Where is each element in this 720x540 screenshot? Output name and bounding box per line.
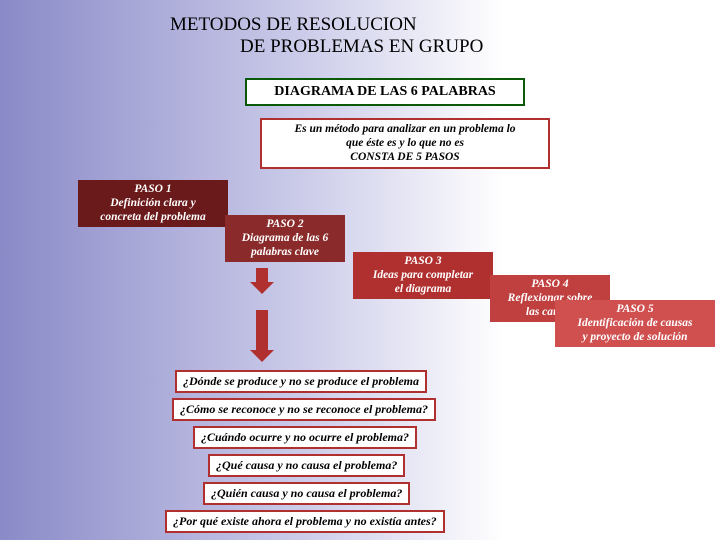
question-box-4: ¿Qué causa y no causa el problema? bbox=[208, 454, 405, 477]
desc-line3: CONSTA DE 5 PASOS bbox=[350, 151, 459, 163]
question-box-6: ¿Por qué existe ahora el problema y no e… bbox=[165, 510, 445, 533]
description-box: Es un método para analizar en un problem… bbox=[260, 118, 550, 169]
step-text: Ideas para completar bbox=[373, 269, 473, 281]
title-line2: DE PROBLEMAS EN GRUPO bbox=[240, 36, 483, 58]
step-num: PASO 5 bbox=[616, 303, 653, 315]
step-3: PASO 3 Ideas para completar el diagrama bbox=[353, 252, 493, 299]
step-text: Definición clara y bbox=[110, 197, 196, 209]
desc-line2: que éste es y lo que no es bbox=[346, 137, 464, 149]
step-1: PASO 1 Definición clara y concreta del p… bbox=[78, 180, 228, 227]
step-text: y proyecto de solución bbox=[582, 331, 687, 343]
question-box-5: ¿Quién causa y no causa el problema? bbox=[203, 482, 410, 505]
step-text: Identificación de causas bbox=[578, 317, 693, 329]
step-num: PASO 4 bbox=[531, 278, 568, 290]
step-text: concreta del problema bbox=[100, 211, 205, 223]
step-num: PASO 1 bbox=[134, 183, 171, 195]
question-box-2: ¿Cómo se reconoce y no se reconoce el pr… bbox=[172, 398, 436, 421]
step-5: PASO 5 Identificación de causas y proyec… bbox=[555, 300, 715, 347]
step-text: palabras clave bbox=[251, 246, 319, 258]
step-text: el diagrama bbox=[395, 283, 452, 295]
step-text: Diagrama de las 6 bbox=[242, 232, 329, 244]
title-line1: METODOS DE RESOLUCION bbox=[170, 14, 417, 36]
main-heading-box: DIAGRAMA DE LAS 6 PALABRAS bbox=[245, 78, 525, 106]
question-box-1: ¿Dónde se produce y no se produce el pro… bbox=[175, 370, 427, 393]
question-box-3: ¿Cuándo ocurre y no ocurre el problema? bbox=[193, 426, 417, 449]
arrow-2 bbox=[256, 310, 274, 362]
step-2: PASO 2 Diagrama de las 6 palabras clave bbox=[225, 215, 345, 262]
desc-line1: Es un método para analizar en un problem… bbox=[294, 123, 515, 135]
step-num: PASO 2 bbox=[266, 218, 303, 230]
arrow-1 bbox=[256, 268, 274, 294]
step-num: PASO 3 bbox=[404, 255, 441, 267]
